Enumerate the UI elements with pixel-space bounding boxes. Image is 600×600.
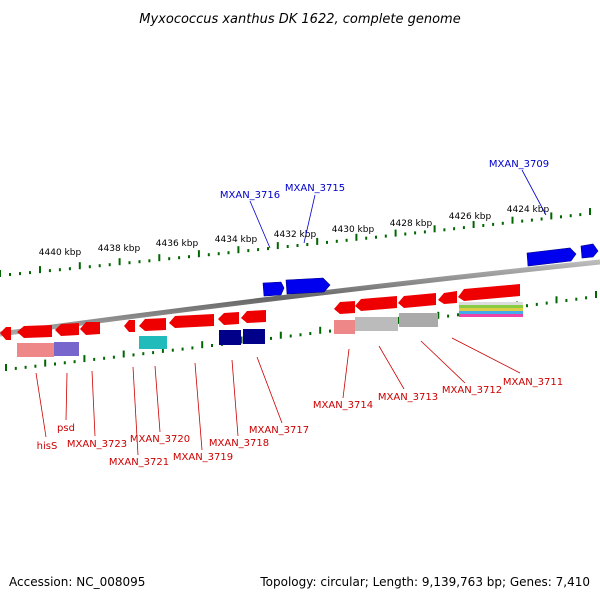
kbp-label: 4440 kbp (39, 248, 82, 258)
label-mxan-3717: MXAN_3717 (249, 425, 309, 436)
block-pink (17, 343, 54, 357)
kbp-label: 4430 kbp (332, 225, 375, 235)
block-cyan (139, 336, 167, 349)
label-mxan-3714: MXAN_3714 (313, 400, 373, 411)
gene-mxan-3717[interactable] (241, 310, 266, 323)
topology-text: Topology: circular; Length: 9,139,763 bp… (259, 575, 590, 589)
label-mxan-3719: MXAN_3719 (173, 452, 233, 463)
page-title: Myxococcus xanthus DK 1622, complete gen… (139, 12, 460, 27)
kbp-label: 4438 kbp (98, 244, 141, 254)
kbp-label: 4426 kbp (449, 212, 492, 222)
genome-backbone (0, 259, 600, 337)
gene-mxan-3714[interactable] (334, 301, 355, 314)
label-mxan-3713: MXAN_3713 (378, 392, 438, 403)
block-grey-1 (355, 317, 398, 331)
leader-mxan-3709 (521, 169, 547, 216)
label-mxan-3716: MXAN_3716 (220, 190, 280, 201)
leader-mxan-3713 (378, 345, 405, 390)
leader-mxan-3714 (342, 348, 350, 399)
label-mxan-3712: MXAN_3712 (442, 385, 502, 396)
gene-mxan-3716[interactable] (262, 281, 285, 297)
stripe-2 (459, 305, 523, 308)
gene-partial-left (0, 327, 11, 340)
kbp-label: 4424 kbp (507, 205, 550, 215)
block-purple (54, 342, 79, 356)
leader-mxan-3711 (451, 337, 521, 374)
forward-labels: MXAN_3716 MXAN_3715 MXAN_3709 (220, 159, 549, 249)
gene-mxan-3719[interactable] (169, 314, 214, 328)
label-mxan-3720: MXAN_3720 (130, 434, 190, 445)
label-mxan-3723: MXAN_3723 (67, 439, 127, 450)
annotation-blocks (17, 302, 523, 357)
leader-mxan-3721 (132, 366, 139, 456)
label-psd: psd (57, 423, 75, 434)
reverse-genes (0, 284, 520, 340)
label-mxan-3721: MXAN_3721 (109, 457, 169, 468)
stripe-1 (459, 302, 523, 305)
stripe-4 (459, 311, 523, 314)
stripe-5 (459, 314, 523, 317)
kbp-label: 4432 kbp (274, 230, 317, 240)
reverse-labels: hisS psd MXAN_3723 MXAN_3721 MXAN_3720 M… (35, 337, 563, 468)
leader-psd (65, 372, 68, 421)
gene-psd[interactable] (55, 323, 79, 336)
block-navy-1 (219, 330, 241, 345)
kbp-label: 4436 kbp (156, 239, 199, 249)
gene-mxan-3712[interactable] (398, 293, 436, 308)
gene-hiss[interactable] (17, 325, 52, 338)
gene-mxan-3723[interactable] (80, 322, 100, 335)
gene-mxan-3711[interactable] (458, 284, 520, 301)
gene-mxan-3709[interactable] (526, 247, 577, 267)
gene-partial-right (580, 243, 599, 259)
leader-mxan-3718 (231, 359, 239, 437)
leader-mxan-3720 (154, 365, 161, 433)
block-navy-2 (243, 329, 265, 344)
label-mxan-3718: MXAN_3718 (209, 438, 269, 449)
gene-mxan-3718[interactable] (218, 312, 239, 325)
gene-mxan-3721[interactable] (124, 320, 135, 332)
gene-mxan-3720[interactable] (139, 318, 166, 331)
gene-mxan-3712b (438, 291, 457, 304)
stripe-3 (459, 308, 523, 311)
leader-mxan-3719 (194, 362, 203, 451)
kbp-label: 4428 kbp (390, 219, 433, 229)
leader-mxan-3723 (91, 370, 96, 437)
leader-mxan-3712 (420, 340, 466, 384)
label-mxan-3709: MXAN_3709 (489, 159, 549, 170)
gene-mxan-3713[interactable] (355, 296, 397, 311)
forward-genes (262, 243, 599, 297)
kbp-labels: 4440 kbp 4438 kbp 4436 kbp 4434 kbp 4432… (39, 205, 550, 258)
accession-text: Accession: NC_008095 (9, 575, 145, 589)
gene-mxan-3715[interactable] (285, 277, 331, 295)
label-mxan-3711: MXAN_3711 (503, 377, 563, 388)
kbp-label: 4434 kbp (215, 235, 258, 245)
leader-mxan-3717 (256, 356, 283, 424)
label-mxan-3715: MXAN_3715 (285, 183, 345, 194)
block-grey-2 (399, 313, 438, 327)
block-salmon (334, 320, 355, 334)
leader-hiss (35, 372, 47, 438)
leader-mxan-3715 (303, 194, 316, 244)
outer-ruler (0, 208, 591, 277)
leader-mxan-3716 (249, 200, 271, 249)
label-hiss: hisS (37, 441, 58, 452)
